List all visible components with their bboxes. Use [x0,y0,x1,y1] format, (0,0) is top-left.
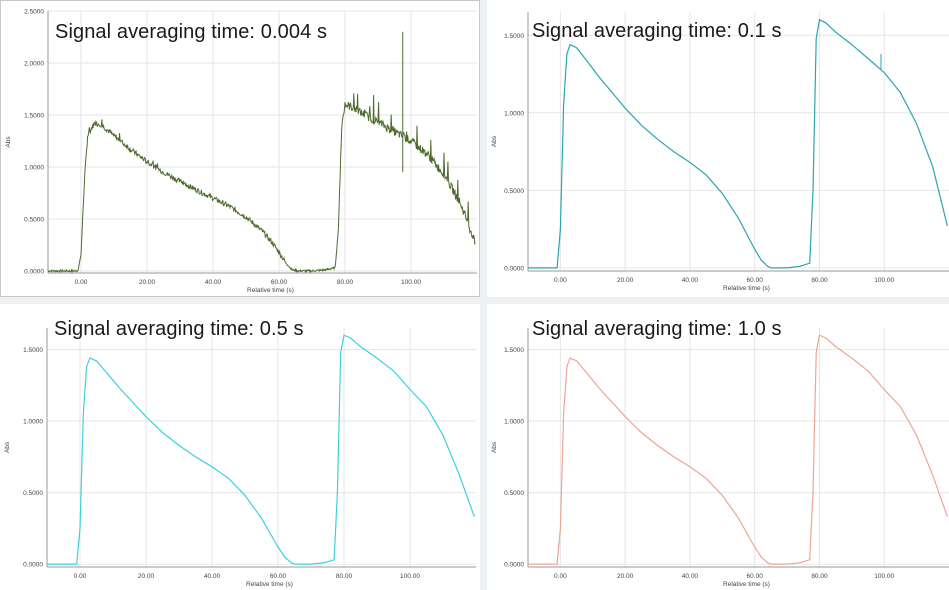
chart-01s: 0.00 20.00 40.00 60.00 80.00 100.00 0.0000 0.50… [491,12,949,292]
chart-10s: 0.00 20.00 40.00 60.00 80.00 100.00 0.0000 0.50… [491,328,949,588]
x-tick-label: 40.00 [205,279,222,286]
y-tick-label: 0.0000 [504,562,524,569]
chart-0004s: 0.00 20.00 40.00 60.00 80.00 100.00 0.0000 0.50… [5,9,477,294]
x-tick-label: 80.00 [337,279,354,286]
y-tick-label: 2.5000 [24,9,44,16]
y-tick-label: 0.5000 [504,490,524,497]
y-tick-label: 1.0000 [23,419,43,426]
x-tick-label: 80.00 [336,573,353,580]
y-axis-label: Abs [491,135,498,147]
panel-divider-horizontal [0,297,949,304]
x-tick-label: 20.00 [617,573,634,580]
series-line [48,93,476,274]
x-tick-label: 100.00 [400,573,420,580]
x-tick-label: 100.00 [874,277,894,284]
series-line [47,334,475,565]
series-line [528,334,948,565]
y-axis-label: Abs [491,441,498,453]
x-axis-label: Relative time (s) [723,581,770,588]
x-axis-label: Relative time (s) [247,287,294,294]
x-tick-label: 80.00 [811,277,828,284]
x-tick-label: 0.00 [74,573,87,580]
chart-05s: 0.00 20.00 40.00 60.00 80.00 100.00 0.0000 0.50… [4,328,476,588]
x-tick-label: 20.00 [138,573,155,580]
chart-panel-0004s: 0.00 20.00 40.00 60.00 80.00 100.00 0.0000 0.50… [0,0,480,297]
x-tick-label: 20.00 [617,277,634,284]
chart-title: Signal averaging time: 0.5 s [54,318,304,340]
chart-title: Signal averaging time: 1.0 s [532,318,782,340]
y-axis-label: Abs [4,441,11,453]
y-tick-label: 0.0000 [24,268,44,275]
y-tick-label: 0.0000 [504,265,524,272]
x-tick-label: 60.00 [271,279,288,286]
panel-divider-vertical [480,0,487,590]
y-tick-label: 0.5000 [504,188,524,195]
x-tick-label: 40.00 [682,573,699,580]
y-tick-label: 1.0000 [24,164,44,171]
x-tick-label: 100.00 [874,573,894,580]
x-tick-label: 60.00 [747,277,764,284]
y-tick-label: 2.0000 [24,60,44,67]
x-tick-label: 20.00 [139,279,156,286]
chart-panel-01s: 0.00 20.00 40.00 60.00 80.00 100.00 0.0000 0.50… [487,0,949,297]
y-tick-label: 0.5000 [23,490,43,497]
x-tick-label: 0.00 [75,279,88,286]
x-tick-label: 0.00 [554,277,567,284]
x-axis-label: Relative time (s) [723,285,770,292]
chart-title: Signal averaging time: 0.1 s [532,20,782,42]
y-tick-label: 0.5000 [24,216,44,223]
y-tick-label: 1.5000 [504,347,524,354]
x-tick-label: 60.00 [747,573,764,580]
series-line [528,18,948,269]
y-axis-label: Abs [5,136,12,148]
x-tick-label: 40.00 [682,277,699,284]
chart-panel-10s: 0.00 20.00 40.00 60.00 80.00 100.00 0.0000 0.50… [487,304,949,590]
x-tick-label: 0.00 [554,573,567,580]
x-tick-label: 60.00 [270,573,287,580]
y-tick-label: 1.0000 [504,419,524,426]
x-axis-label: Relative time (s) [246,581,293,588]
chart-panel-05s: 0.00 20.00 40.00 60.00 80.00 100.00 0.0000 0.50… [0,304,480,590]
x-tick-label: 80.00 [811,573,828,580]
y-tick-label: 1.5000 [23,347,43,354]
x-tick-label: 40.00 [204,573,221,580]
chart-title: Signal averaging time: 0.004 s [55,21,328,43]
x-tick-label: 100.00 [401,279,421,286]
y-tick-label: 1.5000 [24,112,44,119]
y-tick-label: 1.5000 [504,33,524,40]
y-tick-label: 1.0000 [504,110,524,117]
y-tick-label: 0.0000 [23,562,43,569]
